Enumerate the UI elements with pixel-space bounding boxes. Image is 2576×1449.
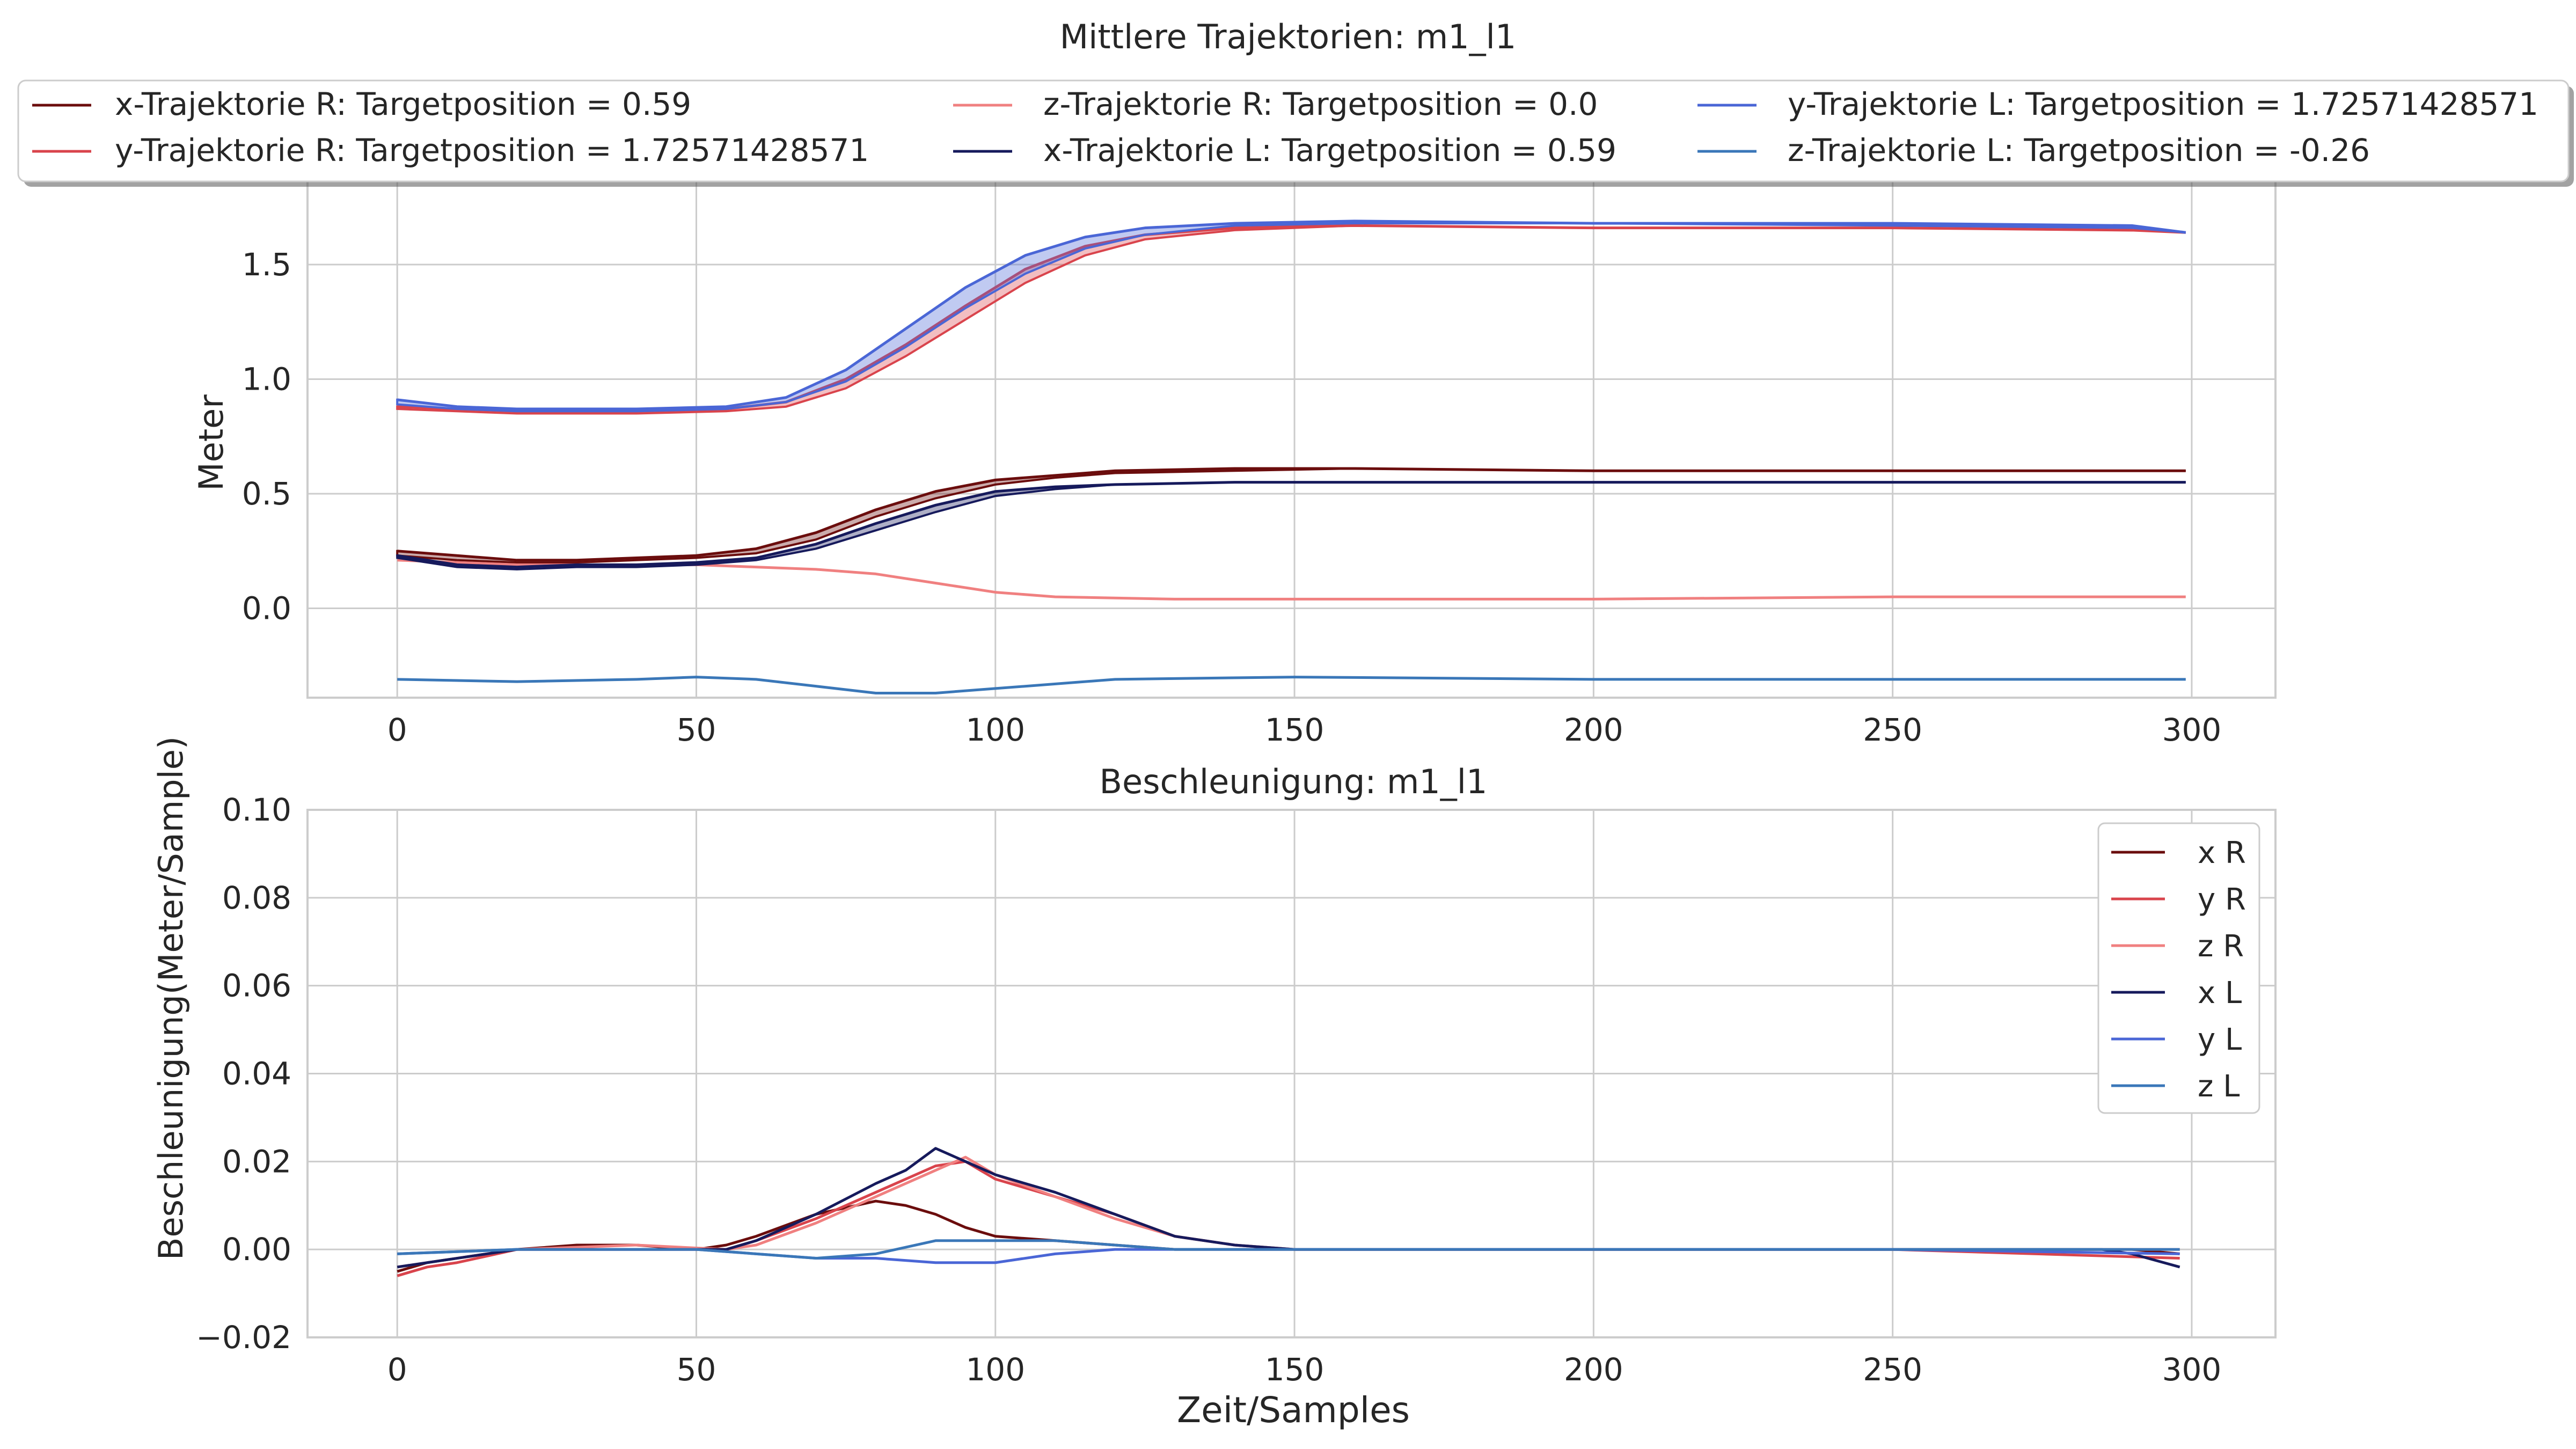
trajectory-x-tick-label: 250	[1863, 712, 1922, 748]
legend-entry-acc-x-l: x L	[2198, 976, 2242, 1011]
trajectory-y-tick-label: 0.0	[242, 590, 291, 626]
trajectory-plot-area	[306, 179, 2277, 699]
acceleration-y-tick-label: 0.08	[222, 880, 291, 916]
trajectory-x-tick-label: 150	[1265, 712, 1324, 748]
acceleration-legend-box	[2097, 822, 2260, 1114]
legend-box	[17, 79, 2570, 182]
acceleration-x-tick-label: 150	[1265, 1351, 1324, 1388]
legend-entry-acc-y-l: y L	[2198, 1022, 2242, 1057]
trajectory-series-x-trajektorie-l	[397, 481, 2186, 569]
trajectory-x-tick-label: 300	[2162, 712, 2222, 748]
trajectory-legend: x-Trajektorie R: Targetposition = 0.59 y…	[17, 79, 2574, 187]
acceleration-x-tick-label: 0	[387, 1351, 407, 1388]
legend-entry-acc-y-r: y R	[2198, 882, 2246, 917]
trajectory-x-tick-label: 0	[387, 712, 407, 748]
acceleration-x-tick-label: 300	[2162, 1351, 2222, 1388]
trajectory-grid	[308, 180, 2275, 698]
acceleration-x-tick-labels: 0 50 100 150 200 250 300	[387, 1351, 2222, 1388]
legend-entry-z-r: z-Trajektorie R: Targetposition = 0.0	[1043, 86, 1598, 122]
legend-entry-acc-z-l: z L	[2198, 1069, 2240, 1104]
trajectory-y-tick-labels: 0.0 0.5 1.0 1.5	[242, 246, 291, 626]
acceleration-x-tick-label: 250	[1863, 1351, 1922, 1388]
trajectory-chart: 0 50 100 150 200 250 300 0.0 0.5 1.0 1.5 Mittlere…	[17, 17, 2574, 748]
trajectory-series-y-trajektorie-l	[397, 219, 2186, 411]
legend-entry-acc-x-r: x R	[2198, 836, 2246, 870]
trajectory-series-x-trajektorie-r	[397, 467, 2186, 562]
acceleration-x-tick-label: 50	[677, 1351, 716, 1388]
trajectory-x-tick-label: 50	[677, 712, 716, 748]
acceleration-x-tick-label: 100	[965, 1351, 1025, 1388]
trajectory-x-tick-label: 100	[965, 712, 1025, 748]
legend-entry-z-l: z-Trajektorie L: Targetposition = -0.26	[1788, 132, 2370, 169]
acceleration-y-tick-label: 0.04	[222, 1056, 291, 1092]
acceleration-y-tick-labels: −0.02 0.00 0.02 0.04 0.06 0.08 0.10	[196, 792, 291, 1356]
acceleration-x-axis-label: Zeit/Samples	[1177, 1389, 1410, 1431]
trajectory-y-tick-label: 1.5	[242, 246, 291, 283]
legend-entry-x-l: x-Trajektorie L: Targetposition = 0.59	[1043, 132, 1616, 169]
trajectory-chart-title: Mittlere Trajektorien: m1_l1	[1060, 17, 1517, 56]
legend-entry-acc-z-r: z R	[2198, 929, 2244, 964]
acceleration-y-tick-label: −0.02	[196, 1319, 291, 1356]
acceleration-x-tick-label: 200	[1564, 1351, 1623, 1388]
acceleration-y-tick-label: 0.10	[222, 792, 291, 828]
acceleration-chart-title: Beschleunigung: m1_l1	[1100, 762, 1488, 801]
trajectory-x-tick-label: 200	[1564, 712, 1623, 748]
legend-entry-y-l: y-Trajektorie L: Targetposition = 1.7257…	[1788, 86, 2538, 122]
trajectory-x-tick-labels: 0 50 100 150 200 250 300	[387, 712, 2222, 748]
trajectory-y-tick-label: 1.0	[242, 361, 291, 397]
legend-entry-x-r: x-Trajektorie R: Targetposition = 0.59	[115, 86, 691, 122]
acceleration-series-z-l	[397, 1239, 2180, 1260]
acceleration-series-group	[397, 1147, 2180, 1277]
acceleration-legend: x R y R z R x L y L z L	[2097, 822, 2260, 1114]
trajectory-series-group	[396, 219, 2186, 694]
trajectory-y-tick-label: 0.5	[242, 475, 291, 512]
acceleration-y-tick-label: 0.06	[222, 968, 291, 1004]
acceleration-y-axis-label: Beschleunigung(Meter/Sample)	[151, 736, 191, 1260]
trajectory-series-z-trajektorie-l	[397, 676, 2186, 694]
acceleration-y-tick-label: 0.00	[222, 1231, 291, 1268]
legend-entry-y-r: y-Trajektorie R: Targetposition = 1.7257…	[115, 132, 869, 169]
trajectory-y-axis-label: Meter	[192, 394, 231, 491]
acceleration-chart: 0 50 100 150 200 250 300 −0.02 0.00 0.02 0.04 0.06…	[151, 736, 2277, 1431]
acceleration-y-tick-label: 0.02	[222, 1143, 291, 1180]
